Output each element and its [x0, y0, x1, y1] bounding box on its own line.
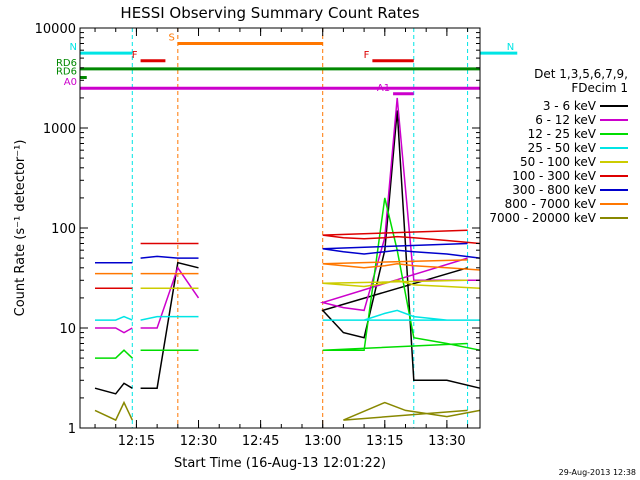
legend-title-1: Det 1,3,5,6,7,9, — [534, 67, 628, 81]
series-line-0 — [94, 382, 133, 395]
legend-label: 6 - 12 keV — [535, 113, 597, 127]
series-line-1 — [140, 266, 200, 329]
y-tick-label: 1 — [68, 422, 76, 437]
chart-title: HESSI Observing Summary Count Rates — [120, 4, 419, 22]
flags-layer: RD6RD6NNFFSA1A0 — [56, 32, 518, 96]
series-line-1 — [319, 97, 480, 312]
flag-label: F — [132, 50, 138, 61]
x-axis-ticks: 12:15 12:30 12:45 13:00 13:15 13:30 — [94, 28, 469, 449]
series-line-6 — [322, 242, 481, 259]
legend-label: 800 - 7000 keV — [505, 197, 597, 211]
series-line-0 — [321, 110, 481, 389]
flag-label: S — [168, 32, 174, 43]
x-tick-label: 12:45 — [242, 434, 279, 449]
series-layer — [94, 97, 481, 422]
series-line-0 — [140, 261, 199, 389]
legend-label: 100 - 300 keV — [512, 169, 596, 183]
flag-label: RD6 — [56, 58, 77, 69]
series-line-5 — [322, 229, 481, 245]
series-line-1 — [95, 327, 133, 334]
flag-label: A0 — [64, 77, 77, 88]
series-line-4 — [322, 279, 481, 289]
x-axis-label: Start Time (16-Aug-13 12:01:22) — [174, 456, 386, 471]
series-line-8 — [343, 401, 481, 421]
series-line-7 — [322, 259, 481, 271]
legend-label: 50 - 100 keV — [520, 155, 597, 169]
x-tick-label: 13:00 — [304, 434, 341, 449]
y-tick-label: 10 — [59, 322, 76, 337]
x-tick-label: 12:30 — [180, 434, 217, 449]
series-line-2 — [322, 197, 481, 351]
legend-title-2: FDecim 1 — [571, 81, 628, 95]
legend-label: 3 - 6 keV — [543, 99, 597, 113]
timestamp: 29-Aug-2013 12:38 — [559, 468, 636, 477]
flag-label: N — [507, 42, 514, 53]
y-axis-label: Count Rate (s⁻¹ detector⁻¹) — [13, 140, 28, 317]
series-line-3 — [95, 315, 133, 321]
legend-label: 7000 - 20000 keV — [489, 211, 596, 225]
series-line-6 — [140, 255, 199, 259]
x-tick-label: 13:15 — [366, 434, 403, 449]
x-tick-label: 13:30 — [428, 434, 465, 449]
series-line-2 — [95, 349, 133, 359]
y-tick-label: 10000 — [35, 22, 76, 37]
legend-label: 12 - 25 keV — [528, 127, 597, 141]
series-line-8 — [94, 400, 133, 422]
series-line-3 — [140, 315, 199, 321]
y-tick-label: 100 — [51, 222, 76, 237]
y-axis-ticks: 1 10 100 1000 10000 — [35, 22, 480, 437]
legend-label: 300 - 800 keV — [512, 183, 596, 197]
x-tick-label: 12:15 — [118, 434, 155, 449]
y-tick-label: 1000 — [43, 122, 76, 137]
flag-label: F — [364, 50, 370, 61]
flag-label: N — [70, 42, 77, 53]
series-line-3 — [322, 309, 480, 321]
legend-label: 25 - 50 keV — [528, 141, 597, 155]
flag-label: RD6 — [56, 66, 77, 77]
